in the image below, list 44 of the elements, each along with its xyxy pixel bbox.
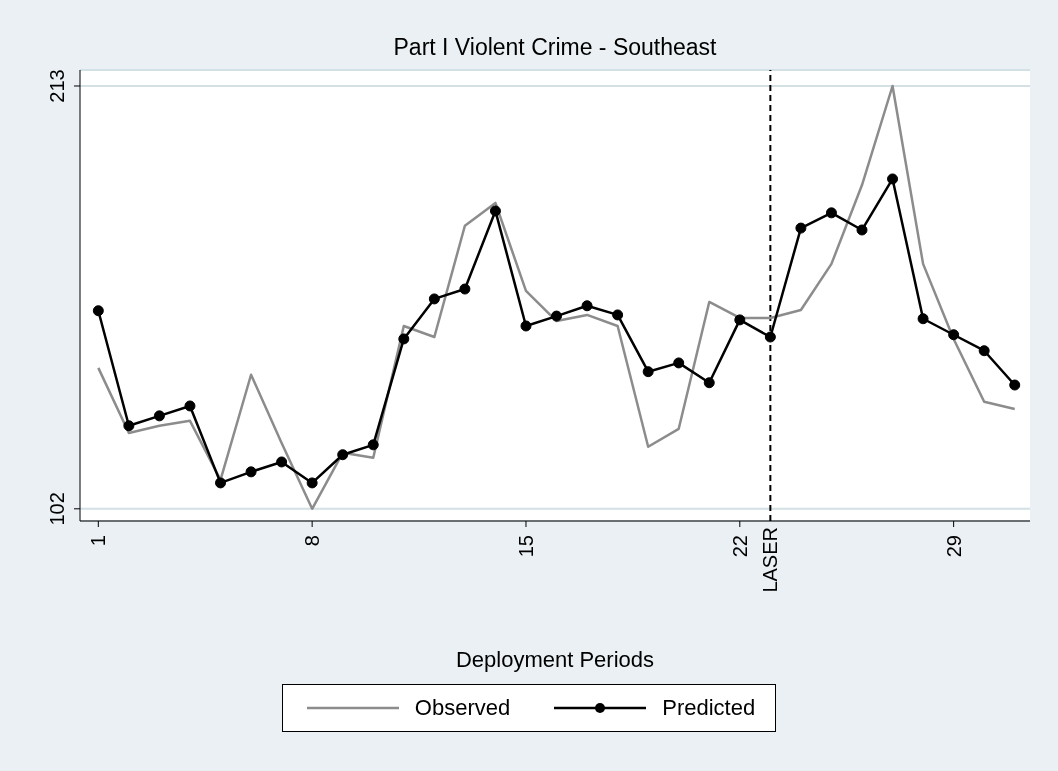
point <box>1009 379 1021 391</box>
x-tick-label: 8 <box>301 535 324 547</box>
point <box>642 366 654 378</box>
point <box>276 456 288 468</box>
point <box>948 329 960 341</box>
point <box>367 439 379 451</box>
point <box>245 466 257 478</box>
point <box>673 357 685 369</box>
point <box>887 173 899 185</box>
point <box>428 293 440 305</box>
point <box>795 222 807 234</box>
point <box>978 345 990 357</box>
point <box>612 309 624 321</box>
ref-line-label: LASER <box>759 527 782 593</box>
x-tick-label: 29 <box>942 535 965 558</box>
legend-label: Predicted <box>662 695 756 721</box>
line-series <box>97 84 1016 511</box>
point <box>92 305 104 317</box>
point <box>734 314 746 326</box>
point <box>825 207 837 219</box>
x-axis-title: Deployment Periods <box>455 647 655 672</box>
point <box>856 224 868 236</box>
point <box>917 313 929 325</box>
point <box>489 205 501 217</box>
y-tick-label: 213 <box>46 69 68 103</box>
x-tick-label: 22 <box>728 535 751 558</box>
point <box>703 377 715 389</box>
point <box>184 400 196 412</box>
point <box>398 333 410 345</box>
y-tick-label: 102 <box>46 492 68 526</box>
x-tick-label: 15 <box>514 535 537 558</box>
chart-title: Part I Violent Crime - Southeast <box>392 34 718 61</box>
point <box>123 420 135 432</box>
point <box>337 449 349 461</box>
point <box>520 320 532 332</box>
point <box>306 477 318 489</box>
point <box>764 331 776 343</box>
point <box>215 477 227 489</box>
x-tick-label: 1 <box>87 535 110 547</box>
legend-label: Observed <box>414 695 511 721</box>
point <box>551 310 563 322</box>
point <box>459 283 471 295</box>
point <box>153 410 165 422</box>
point <box>581 300 593 312</box>
